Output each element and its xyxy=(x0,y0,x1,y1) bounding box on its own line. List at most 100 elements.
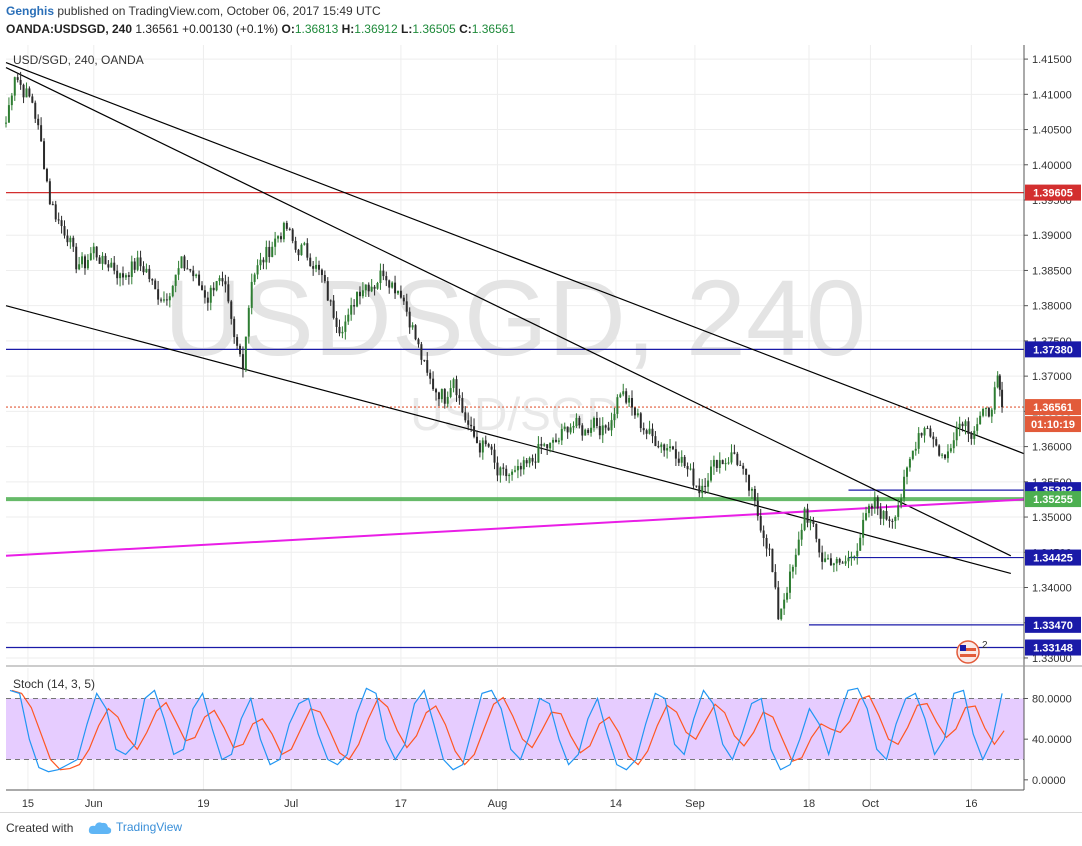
candle-body xyxy=(984,407,987,409)
candle-body xyxy=(528,457,531,464)
candle-body xyxy=(511,471,514,475)
candle-body xyxy=(157,289,160,300)
candle-body xyxy=(198,274,201,286)
publish-info: published on TradingView.com, October 06… xyxy=(57,4,381,18)
candle-body xyxy=(323,275,326,282)
y-tick-label: 1.35000 xyxy=(1032,512,1072,524)
candle-body xyxy=(709,466,712,481)
trendline xyxy=(5,62,1025,455)
candle-body xyxy=(396,290,399,294)
candle-body xyxy=(162,299,165,301)
candle-body xyxy=(493,449,496,463)
candle-body xyxy=(180,256,183,269)
y-tick-label: 1.39000 xyxy=(1032,230,1072,242)
candle-body xyxy=(487,444,490,447)
candle-body xyxy=(370,286,373,292)
candle-body xyxy=(806,508,809,523)
candle-body xyxy=(116,270,119,279)
candle-body xyxy=(72,237,75,247)
candle-body xyxy=(876,497,879,509)
candle-body xyxy=(642,428,645,431)
stoch-y-tick-label: 0.0000 xyxy=(1032,775,1066,787)
candle-body xyxy=(473,426,476,437)
candle-body xyxy=(546,444,549,449)
candle-body xyxy=(824,558,827,562)
candle-body xyxy=(51,204,54,206)
tradingview-brand-link[interactable]: TradingView xyxy=(116,820,183,834)
candle-body xyxy=(905,467,908,477)
flag-icon-canton xyxy=(960,645,966,651)
x-tick-label: Sep xyxy=(685,798,705,810)
flag-icon[interactable] xyxy=(956,640,980,664)
candle-body xyxy=(75,246,78,270)
candle-body xyxy=(127,275,130,277)
y-tick-label: 1.37000 xyxy=(1032,371,1072,383)
candle-body xyxy=(587,429,590,433)
candle-body xyxy=(432,378,435,390)
candle-body xyxy=(628,397,631,403)
candle-body xyxy=(917,433,920,449)
candle-body xyxy=(358,291,361,297)
candle-body xyxy=(303,243,306,245)
stoch-y-tick-label: 80.0000 xyxy=(1032,694,1072,706)
candle-body xyxy=(300,244,303,256)
candle-body xyxy=(367,284,370,292)
x-tick-label: 18 xyxy=(803,798,815,810)
candle-body xyxy=(45,168,48,182)
candle-body xyxy=(680,456,683,463)
candles xyxy=(5,71,1004,621)
candle-body xyxy=(841,562,844,564)
candle-body xyxy=(601,425,604,436)
candle-body xyxy=(265,246,268,263)
author-link[interactable]: Genghis xyxy=(6,4,55,18)
candle-body xyxy=(250,281,253,308)
candle-body xyxy=(829,558,832,566)
candle-body xyxy=(244,336,247,370)
candle-body xyxy=(177,268,180,275)
candle-body xyxy=(759,516,762,531)
candle-body xyxy=(648,428,651,434)
candle-body xyxy=(982,408,985,416)
candle-body xyxy=(575,417,578,426)
candle-body xyxy=(31,96,34,103)
candle-body xyxy=(22,84,25,98)
level-tag-bg xyxy=(1025,616,1081,633)
candle-body xyxy=(350,305,353,315)
candle-body xyxy=(903,476,906,499)
candle-body xyxy=(733,452,736,454)
candle-body xyxy=(294,240,297,250)
candle-body xyxy=(692,468,695,486)
candle-body xyxy=(151,279,154,281)
candle-body xyxy=(353,305,356,307)
stoch-lines xyxy=(9,687,1005,773)
candle-body xyxy=(993,387,996,410)
candle-body xyxy=(464,412,467,421)
created-with-text: Created with xyxy=(6,821,74,835)
events-badge[interactable]: 2 xyxy=(956,640,988,664)
candle-body xyxy=(651,428,654,437)
watermark-main: USDSGD, 240 xyxy=(164,257,866,378)
candle-body xyxy=(130,261,133,277)
candle-body xyxy=(976,424,979,431)
candle-body xyxy=(119,273,122,279)
candle-body xyxy=(81,256,84,265)
candle-body xyxy=(253,274,256,282)
last-price: 1.36561 xyxy=(135,22,179,36)
candle-body xyxy=(908,458,911,468)
tradingview-logo-icon[interactable] xyxy=(88,821,112,835)
candle-body xyxy=(607,427,610,431)
candle-body xyxy=(92,246,95,254)
y-tick-label: 1.38000 xyxy=(1032,301,1072,313)
candle-body xyxy=(514,470,516,472)
candle-body xyxy=(429,372,432,379)
candle-body xyxy=(625,391,628,403)
candle-body xyxy=(399,290,402,298)
candle-body xyxy=(572,425,575,428)
candle-body xyxy=(973,430,976,439)
candle-body xyxy=(484,440,487,445)
stoch-label[interactable]: Stoch (14, 3, 5) xyxy=(13,677,96,691)
grid xyxy=(6,45,1024,790)
symbol-name: OANDA:USDSGD, 240 xyxy=(6,22,133,36)
candle-body xyxy=(218,278,221,282)
candle-body xyxy=(288,228,291,230)
